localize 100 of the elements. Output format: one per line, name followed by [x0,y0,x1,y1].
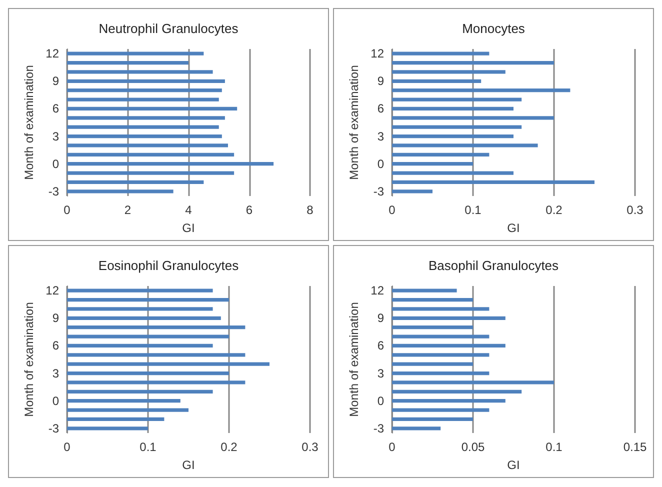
bar [67,334,229,338]
bar [67,417,164,422]
bar [392,362,473,366]
bar [67,298,229,302]
y-tick-label: 0 [377,156,384,171]
bar [67,98,219,102]
bar [67,288,213,292]
y-tick-label: 0 [377,394,384,408]
x-tick-label: 0.1 [464,203,482,217]
bar [392,125,522,129]
bar [67,380,246,384]
bar [392,417,473,422]
y-axis-title: Month of examination [22,302,36,417]
bar [392,408,490,412]
bar [392,180,594,184]
bar [67,125,219,129]
y-tick-label: 12 [46,46,60,61]
bar [392,353,490,357]
x-tick-label: 0 [64,440,71,454]
bar [67,152,234,156]
y-tick-label: 0 [52,394,60,408]
y-tick-label: 3 [377,366,384,380]
y-tick-label: 6 [377,338,384,353]
y-tick-label: 9 [52,74,60,88]
y-tick-label: 6 [52,338,60,353]
bar [67,88,222,92]
bar [392,144,538,148]
bar [392,152,490,156]
bar [392,162,473,166]
y-tick-label: -3 [373,184,384,198]
x-tick-label: 8 [306,203,314,217]
x-tick-label: 0.1 [546,440,563,454]
bar [67,408,188,412]
bar [67,144,228,148]
y-tick-label: -3 [48,184,60,198]
bar [67,116,225,120]
x-tick-label: 0.1 [140,440,157,454]
y-tick-label: 9 [377,74,384,88]
bar [67,326,246,330]
x-tick-label: 4 [185,203,192,217]
x-tick-label: 0.3 [302,440,319,454]
x-axis-title: GI [507,458,520,472]
bar [392,307,490,311]
bar [67,344,213,348]
y-tick-label: 3 [52,129,60,144]
bar [392,399,506,403]
bar [392,380,554,384]
bar [67,390,213,394]
bar [392,70,506,74]
bar [67,52,204,56]
x-tick-label: 0.2 [220,440,238,454]
chart-title: Basophil Granulocytes [428,258,560,273]
bar [392,60,554,65]
y-axis-title: Month of examination [346,65,361,180]
y-tick-label: 12 [370,284,384,298]
x-tick-label: 0.05 [461,440,485,454]
bar [392,390,522,394]
bar [392,334,490,338]
bar [392,171,514,175]
bar [392,116,554,120]
x-tick-label: 6 [246,203,253,217]
bar [392,98,522,102]
y-axis-title: Month of examination [346,302,361,417]
y-tick-label: 6 [52,102,60,116]
bar [67,70,213,74]
y-tick-label: 3 [52,366,60,380]
bar [67,426,148,430]
x-axis-title: GI [182,221,195,235]
bar [67,60,188,65]
y-tick-label: 0 [52,156,60,171]
bar [67,162,274,166]
x-tick-label: 0 [388,203,396,217]
bar [392,298,473,302]
y-tick-label: 6 [377,102,384,116]
bar [392,326,473,330]
bar [67,190,174,194]
chart-title: Neutrophil Granulocytes [98,21,239,36]
y-tick-label: 12 [46,284,60,298]
bar [392,426,441,430]
x-axis-title: GI [507,221,520,235]
bar [392,88,570,92]
chart-title: Monocytes [462,21,526,36]
x-tick-label: 0.2 [546,203,563,217]
bar [392,52,490,56]
bar [392,288,457,292]
bar [67,399,180,403]
x-tick-label: 0 [388,440,396,454]
bar [392,344,506,348]
y-axis-title: Month of examination [22,65,36,180]
y-tick-label: 3 [377,129,384,144]
x-tick-label: 0 [64,203,71,217]
bar [392,190,432,194]
y-tick-label: -3 [373,421,384,436]
bar [67,316,221,320]
bar [392,106,514,111]
bar [392,316,506,320]
y-tick-label: 12 [370,46,384,61]
chart-title: Eosinophil Granulocytes [98,258,240,273]
y-tick-label: -3 [48,421,60,436]
bar [392,79,482,83]
